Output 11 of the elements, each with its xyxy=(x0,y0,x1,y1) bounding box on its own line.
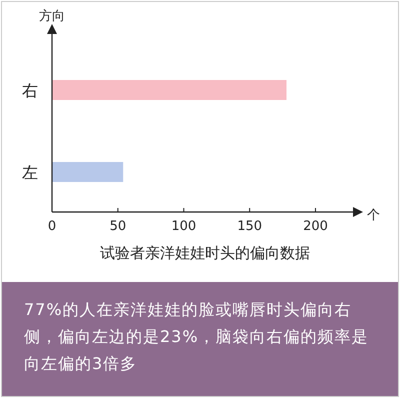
x-tick-label: 200 xyxy=(303,219,328,234)
x-tick-label: 150 xyxy=(237,219,262,234)
x-axis-title: 个 xyxy=(367,208,380,223)
y-tick-label: 右 xyxy=(22,81,38,100)
y-axis-title: 方向 xyxy=(39,8,65,24)
y-tick-label: 左 xyxy=(22,163,38,182)
x-tick-label: 50 xyxy=(110,219,126,234)
x-tick-label: 0 xyxy=(48,219,56,234)
x-tick-label: 100 xyxy=(171,219,196,234)
text: 77%的人在亲洋娃娃的脸或嘴唇时头偏向右侧，偏向左边的是23%，脑袋向右偏的频率是向左偏的3倍多 xyxy=(24,299,370,375)
text: 试验者亲洋娃娃时头的偏向数据 xyxy=(100,244,310,262)
